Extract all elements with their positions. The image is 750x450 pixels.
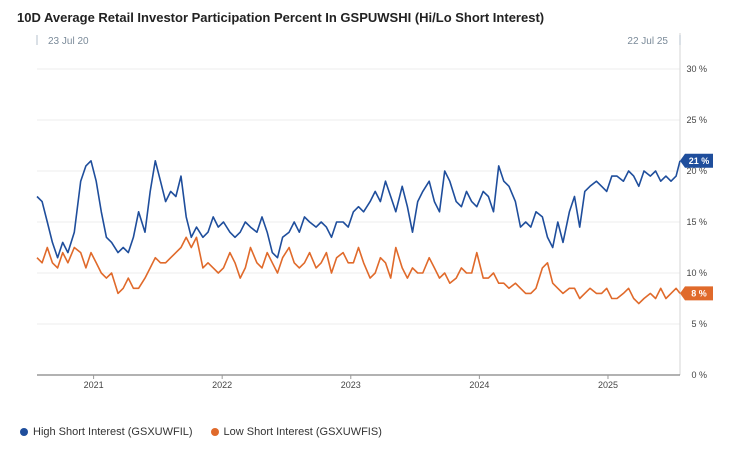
chart-title: 10D Average Retail Investor Participatio… bbox=[17, 10, 545, 25]
y-tick-label: 30 % bbox=[686, 64, 707, 74]
last-value-badge bbox=[680, 286, 713, 301]
gridlines bbox=[37, 33, 681, 376]
y-tick-label: 20 % bbox=[686, 166, 707, 176]
legend-dot-icon-low bbox=[210, 428, 219, 436]
last-value-label: 8 % bbox=[691, 288, 707, 298]
x-tick-label: 2025 bbox=[598, 380, 618, 390]
x-axis: 2021 2022 2023 2024 2025 bbox=[84, 375, 618, 390]
series-line-low bbox=[36, 236, 681, 305]
last-value-badge bbox=[680, 153, 713, 168]
last-value-badges: 21 % 8 % bbox=[680, 153, 713, 301]
x-tick-label: 2024 bbox=[469, 380, 489, 390]
legend-dot-icon-high bbox=[20, 428, 28, 436]
y-tick-label: 0 % bbox=[691, 370, 707, 380]
y-tick-label: 25 % bbox=[686, 115, 707, 125]
legend-item-high[interactable]: High Short Interest (GSXUWFIL) bbox=[20, 426, 193, 438]
date-range-bar[interactable]: 23 Jul 20 22 Jul 25 bbox=[36, 35, 681, 47]
range-start-label: 23 Jul 20 bbox=[48, 36, 89, 47]
x-tick-label: 2022 bbox=[212, 380, 232, 390]
legend-label-high: High Short Interest (GSXUWFIL) bbox=[33, 426, 193, 438]
y-tick-label: 10 % bbox=[686, 268, 707, 278]
x-tick-label: 2023 bbox=[341, 380, 361, 390]
x-tick-label: 2021 bbox=[84, 380, 104, 390]
y-tick-label: 5 % bbox=[691, 319, 707, 329]
series-lines bbox=[36, 160, 681, 305]
range-end-label: 22 Jul 25 bbox=[627, 36, 668, 47]
legend-label-low: Low Short Interest (GSXUWFIS) bbox=[223, 426, 382, 438]
y-tick-label: 15 % bbox=[686, 217, 707, 227]
legend-item-low[interactable]: Low Short Interest (GSXUWFIS) bbox=[210, 426, 382, 438]
last-value-label: 21 % bbox=[689, 156, 710, 166]
series-line-high bbox=[36, 160, 681, 259]
y-axis: 0 % 5 % 10 % 15 % 20 % 25 % 30 % bbox=[686, 64, 707, 380]
legend: High Short Interest (GSXUWFIL) Low Short… bbox=[20, 426, 382, 438]
